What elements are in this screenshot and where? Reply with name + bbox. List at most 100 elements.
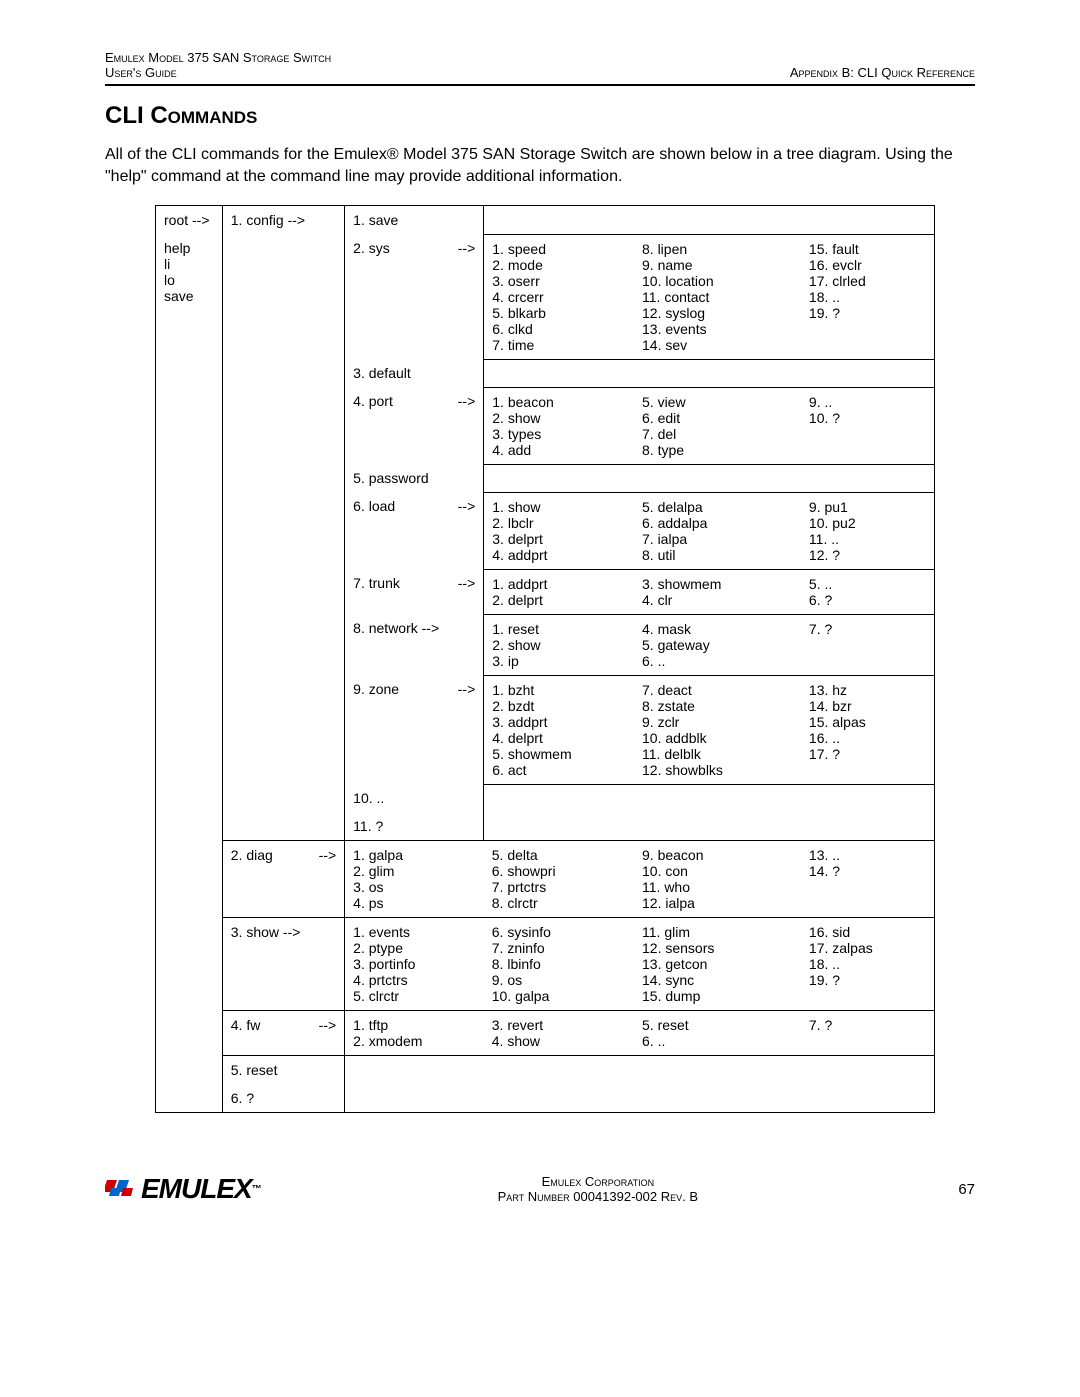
root-cell: root --> [156, 206, 223, 235]
footer-center: Emulex Corporation Part Number 00041392-… [261, 1174, 935, 1204]
list-item: 6. .. [642, 653, 793, 669]
list-item: 11. contact [642, 289, 793, 305]
list-item: 19. ? [809, 972, 926, 988]
page: Emulex Model 375 SAN Storage Switch User… [0, 0, 1080, 1245]
list-item: 3. oserr [492, 273, 626, 289]
label: 7. trunk [353, 575, 400, 591]
header-product: Emulex Model 375 SAN Storage Switch [105, 50, 331, 65]
list-item: 1. tftp [353, 1017, 476, 1033]
table-row: 6. ? [156, 1084, 935, 1113]
table-row: 3. show --> 1. events2. ptype3. portinfo… [156, 918, 935, 1011]
list-item: 2. show [492, 410, 626, 426]
list-item: 8. type [642, 442, 793, 458]
list-item: 8. lipen [642, 241, 793, 257]
empty [484, 206, 634, 235]
list-item: 18. .. [809, 289, 926, 305]
arrow-icon: --> [454, 498, 476, 514]
list-item: 6. .. [642, 1033, 793, 1049]
arrow-icon: --> [315, 1017, 337, 1033]
lvl1-config: 1. config --> [222, 206, 344, 235]
root-help: help [164, 240, 214, 256]
list-item: 14. sync [642, 972, 793, 988]
list-item: 11. .. [809, 531, 926, 547]
list-item: 12. syslog [642, 305, 793, 321]
list-item: 7. del [642, 426, 793, 442]
cfg-q: 11. ? [345, 812, 484, 841]
list-item: 9. os [492, 972, 626, 988]
header-right: Appendix B: CLI Quick Reference [790, 50, 975, 80]
table-row: 5. reset [156, 1056, 935, 1085]
list-item: 4. crcerr [492, 289, 626, 305]
list-item: 6. sysinfo [492, 924, 626, 940]
list-item: 14. bzr [809, 698, 926, 714]
list-item: 7. time [492, 337, 626, 353]
list-item: 8. clrctr [492, 895, 626, 911]
list-item: 3. portinfo [353, 956, 476, 972]
empty [634, 206, 801, 235]
page-footer: EMULEX™ Emulex Corporation Part Number 0… [105, 1173, 975, 1205]
list-item: 4. prtctrs [353, 972, 476, 988]
list-item: 2. xmodem [353, 1033, 476, 1049]
intro-paragraph: All of the CLI commands for the Emulex® … [105, 144, 975, 187]
arrow-icon: --> [454, 393, 476, 409]
logo-icon [105, 1174, 137, 1205]
list-item: 18. .. [809, 956, 926, 972]
arrow-icon: --> [454, 575, 476, 591]
list-item: 19. ? [809, 305, 926, 321]
header-rule [105, 84, 975, 86]
list-item: 6. act [492, 762, 626, 778]
tm-icon: ™ [252, 1184, 261, 1195]
list-item: 2. delprt [492, 592, 626, 608]
cfg-dotdot: 10. .. [345, 784, 484, 812]
list-item: 2. glim [353, 863, 476, 879]
lvl1-config-span [222, 234, 344, 841]
list-item: 5. showmem [492, 746, 626, 762]
list-item: 5. view [642, 394, 793, 410]
list-item: 4. ps [353, 895, 476, 911]
list-item: 15. fault [809, 241, 926, 257]
list-item: 5. .. [809, 576, 926, 592]
table-row: 4. fw--> 1. tftp2. xmodem 3. revert4. sh… [156, 1011, 935, 1056]
lvl1-q: 6. ? [222, 1084, 344, 1113]
list-item: 8. lbinfo [492, 956, 626, 972]
list-item: 10. ? [809, 410, 926, 426]
sys-c3: 15. fault16. evclr17. clrled18. ..19. ? [801, 234, 935, 359]
cfg-default: 3. default [345, 359, 484, 387]
arrow-icon: --> [315, 847, 337, 863]
list-item: 17. zalpas [809, 940, 926, 956]
lvl1-show: 3. show --> [222, 918, 344, 1011]
list-item: 6. ? [809, 592, 926, 608]
list-item: 1. speed [492, 241, 626, 257]
root-lo: lo [164, 272, 214, 288]
list-item: 4. mask [642, 621, 793, 637]
list-item: 13. events [642, 321, 793, 337]
list-item: 7. deact [642, 682, 793, 698]
cfg-trunk: 7. trunk --> [345, 569, 484, 614]
list-item: 6. edit [642, 410, 793, 426]
list-item: 11. glim [642, 924, 793, 940]
label: 2. diag [231, 847, 273, 863]
list-item: 10. pu2 [809, 515, 926, 531]
section-title: CLI Commands [105, 102, 975, 130]
list-item: 5. clrctr [353, 988, 476, 1004]
arrow-icon: --> [454, 681, 476, 697]
footer-corp: Emulex Corporation [261, 1174, 935, 1189]
table-row: 2. diag--> 1. galpa2. glim3. os4. ps 5. … [156, 841, 935, 918]
lvl1-fw: 4. fw--> [222, 1011, 344, 1056]
list-item: 10. location [642, 273, 793, 289]
header-guide: User's Guide [105, 65, 331, 80]
list-item: 9. beacon [642, 847, 793, 863]
list-item: 3. showmem [642, 576, 793, 592]
cfg-port: 4. port--> [345, 387, 484, 464]
list-item: 1. events [353, 924, 476, 940]
sys-c1: 1. speed2. mode3. oserr4. crcerr5. blkar… [484, 234, 634, 359]
list-item: 5. gateway [642, 637, 793, 653]
list-item: 9. zclr [642, 714, 793, 730]
list-item: 2. lbclr [492, 515, 626, 531]
label: 2. sys [353, 240, 390, 256]
cfg-zone: 9. zone--> [345, 675, 484, 784]
list-item: 13. getcon [642, 956, 793, 972]
list-item: 7. ? [809, 621, 926, 637]
list-item: 5. blkarb [492, 305, 626, 321]
list-item: 6. addalpa [642, 515, 793, 531]
